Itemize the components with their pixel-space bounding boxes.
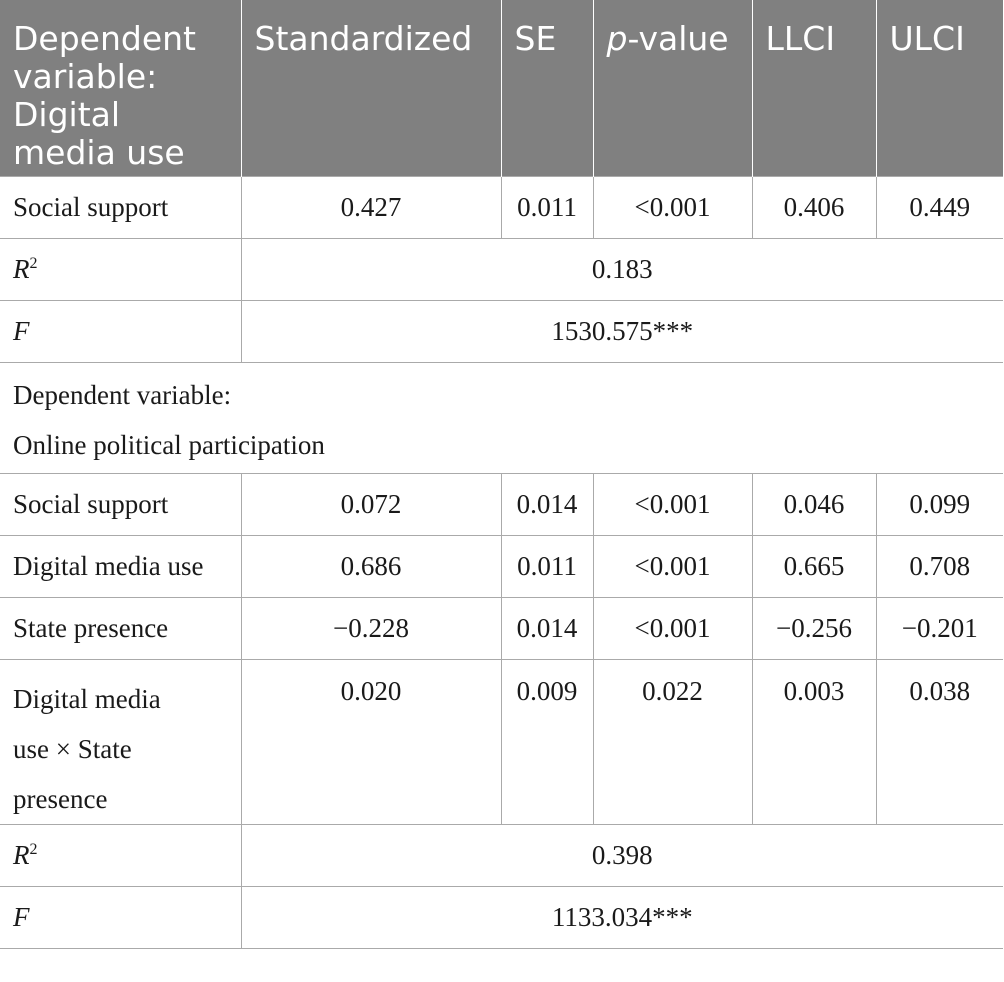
r-superscript: 2 [29, 254, 38, 272]
cell-se: 0.011 [500, 534, 594, 598]
r-superscript: 2 [29, 840, 38, 858]
f-label: F [0, 885, 242, 949]
row-label: State presence [0, 596, 242, 660]
cell-standardized: −0.228 [240, 596, 502, 660]
r-italic: R [13, 253, 30, 284]
r-squared-label: R2 [0, 237, 242, 301]
r-squared-label: R2 [0, 823, 242, 887]
f-value: 1133.034*** [240, 885, 1003, 949]
cell-p-value: <0.001 [592, 472, 753, 536]
cell-p-value: <0.001 [592, 596, 753, 660]
cell-se: 0.011 [500, 175, 594, 239]
cell-ulci: 0.708 [875, 534, 1003, 598]
regression-results-table: Dependent variable: Digital media use St… [0, 0, 1003, 949]
section-title: Dependent variable: Online political par… [0, 361, 1003, 474]
header-standardized: Standardized [240, 0, 501, 176]
row-label-line2: use × State [13, 733, 132, 764]
cell-llci: 0.665 [751, 534, 877, 598]
r-squared-value: 0.398 [240, 823, 1003, 887]
cell-standardized: 0.020 [240, 658, 502, 825]
r-squared-row: R2 0.398 [0, 823, 1003, 887]
header-dependent-variable: Dependent variable: Digital media use [0, 0, 241, 176]
section-title-line2: Online political participation [13, 429, 325, 460]
cell-llci: 0.406 [751, 175, 877, 239]
cell-se: 0.014 [500, 472, 594, 536]
f-italic: F [13, 901, 30, 932]
row-label-line3: presence [13, 783, 108, 814]
table-row: Social support 0.427 0.011 <0.001 0.406 … [0, 175, 1003, 239]
f-label: F [0, 299, 242, 363]
cell-llci: 0.046 [751, 472, 877, 536]
row-label: Digital media use [0, 534, 242, 598]
header-p-value: p-value [592, 0, 752, 176]
cell-p-value: <0.001 [592, 175, 753, 239]
header-p-italic: p [606, 19, 628, 58]
header-p-rest: -value [627, 19, 729, 58]
f-row: F 1133.034*** [0, 885, 1003, 949]
row-label: Social support [0, 175, 242, 239]
table-row: State presence −0.228 0.014 <0.001 −0.25… [0, 596, 1003, 660]
r-italic: R [13, 839, 30, 870]
r-squared-value: 0.183 [240, 237, 1003, 301]
cell-llci: 0.003 [751, 658, 877, 825]
table-row: Digital media use 0.686 0.011 <0.001 0.6… [0, 534, 1003, 598]
cell-se: 0.014 [500, 596, 594, 660]
f-row: F 1530.575*** [0, 299, 1003, 363]
f-value: 1530.575*** [240, 299, 1003, 363]
header-se: SE [500, 0, 593, 176]
header-llci: LLCI [751, 0, 876, 176]
row-label: Social support [0, 472, 242, 536]
cell-standardized: 0.686 [240, 534, 502, 598]
row-label-line1: Digital media [13, 683, 161, 714]
table-row: Social support 0.072 0.014 <0.001 0.046 … [0, 472, 1003, 536]
cell-ulci: −0.201 [875, 596, 1003, 660]
cell-standardized: 0.427 [240, 175, 502, 239]
cell-p-value: 0.022 [592, 658, 753, 825]
cell-llci: −0.256 [751, 596, 877, 660]
header-row: Dependent variable: Digital media use St… [0, 0, 1003, 176]
cell-standardized: 0.072 [240, 472, 502, 536]
section-title-line1: Dependent variable: [13, 379, 232, 410]
cell-ulci: 0.099 [875, 472, 1003, 536]
header-ulci: ULCI [875, 0, 1003, 176]
cell-ulci: 0.449 [875, 175, 1003, 239]
r-squared-row: R2 0.183 [0, 237, 1003, 301]
cell-se: 0.009 [500, 658, 594, 825]
cell-ulci: 0.038 [875, 658, 1003, 825]
row-label: Digital media use × State presence [0, 658, 242, 825]
cell-p-value: <0.001 [592, 534, 753, 598]
table-row: Digital media use × State presence 0.020… [0, 658, 1003, 825]
f-italic: F [13, 315, 30, 346]
section-title-row: Dependent variable: Online political par… [0, 361, 1003, 474]
